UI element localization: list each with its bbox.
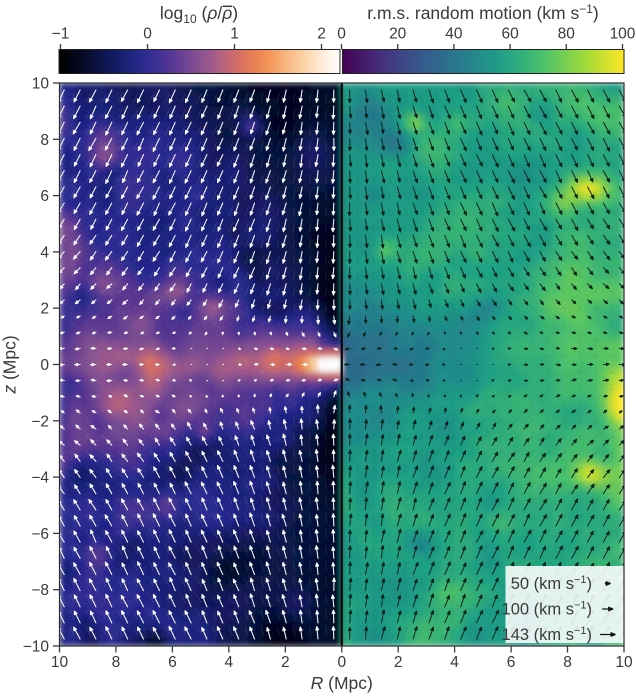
svg-text:0: 0	[337, 654, 346, 671]
svg-text:−1: −1	[52, 26, 70, 43]
svg-text:6: 6	[507, 654, 516, 671]
svg-text:10: 10	[615, 654, 633, 671]
svg-text:50 (km s−1): 50 (km s−1)	[511, 574, 592, 593]
svg-text:2: 2	[40, 301, 49, 318]
svg-text:−10: −10	[23, 639, 50, 656]
svg-text:2: 2	[317, 26, 326, 43]
svg-text:z (Mpc): z (Mpc)	[0, 335, 20, 394]
svg-text:80: 80	[558, 26, 576, 43]
svg-text:−4: −4	[31, 470, 49, 487]
svg-text:−6: −6	[31, 526, 49, 543]
svg-text:6: 6	[168, 654, 177, 671]
svg-text:1: 1	[230, 26, 239, 43]
svg-text:10: 10	[32, 76, 50, 93]
svg-text:20: 20	[389, 26, 407, 43]
svg-text:8: 8	[112, 654, 121, 671]
svg-text:143 (km s−1): 143 (km s−1)	[502, 625, 592, 644]
svg-text:−8: −8	[31, 582, 49, 599]
svg-text:R (Mpc): R (Mpc)	[311, 673, 373, 693]
svg-text:2: 2	[281, 654, 290, 671]
svg-text:10: 10	[51, 654, 69, 671]
svg-text:0: 0	[40, 357, 49, 374]
svg-text:60: 60	[501, 26, 519, 43]
svg-text:8: 8	[40, 132, 49, 149]
svg-text:40: 40	[445, 26, 463, 43]
svg-text:4: 4	[40, 244, 49, 261]
svg-text:4: 4	[224, 654, 233, 671]
svg-text:0: 0	[337, 26, 346, 43]
svg-text:4: 4	[450, 654, 459, 671]
svg-text:100: 100	[610, 26, 636, 43]
svg-text:r.m.s. random motion (km s−1): r.m.s. random motion (km s−1)	[367, 2, 599, 23]
svg-text:8: 8	[563, 654, 572, 671]
svg-text:100 (km s−1): 100 (km s−1)	[502, 600, 592, 619]
svg-text:−2: −2	[31, 413, 49, 430]
svg-text:0: 0	[143, 26, 152, 43]
svg-text:log10 (ρ/ρ): log10 (ρ/ρ)	[160, 3, 238, 26]
svg-text:2: 2	[394, 654, 403, 671]
svg-text:6: 6	[40, 188, 49, 205]
